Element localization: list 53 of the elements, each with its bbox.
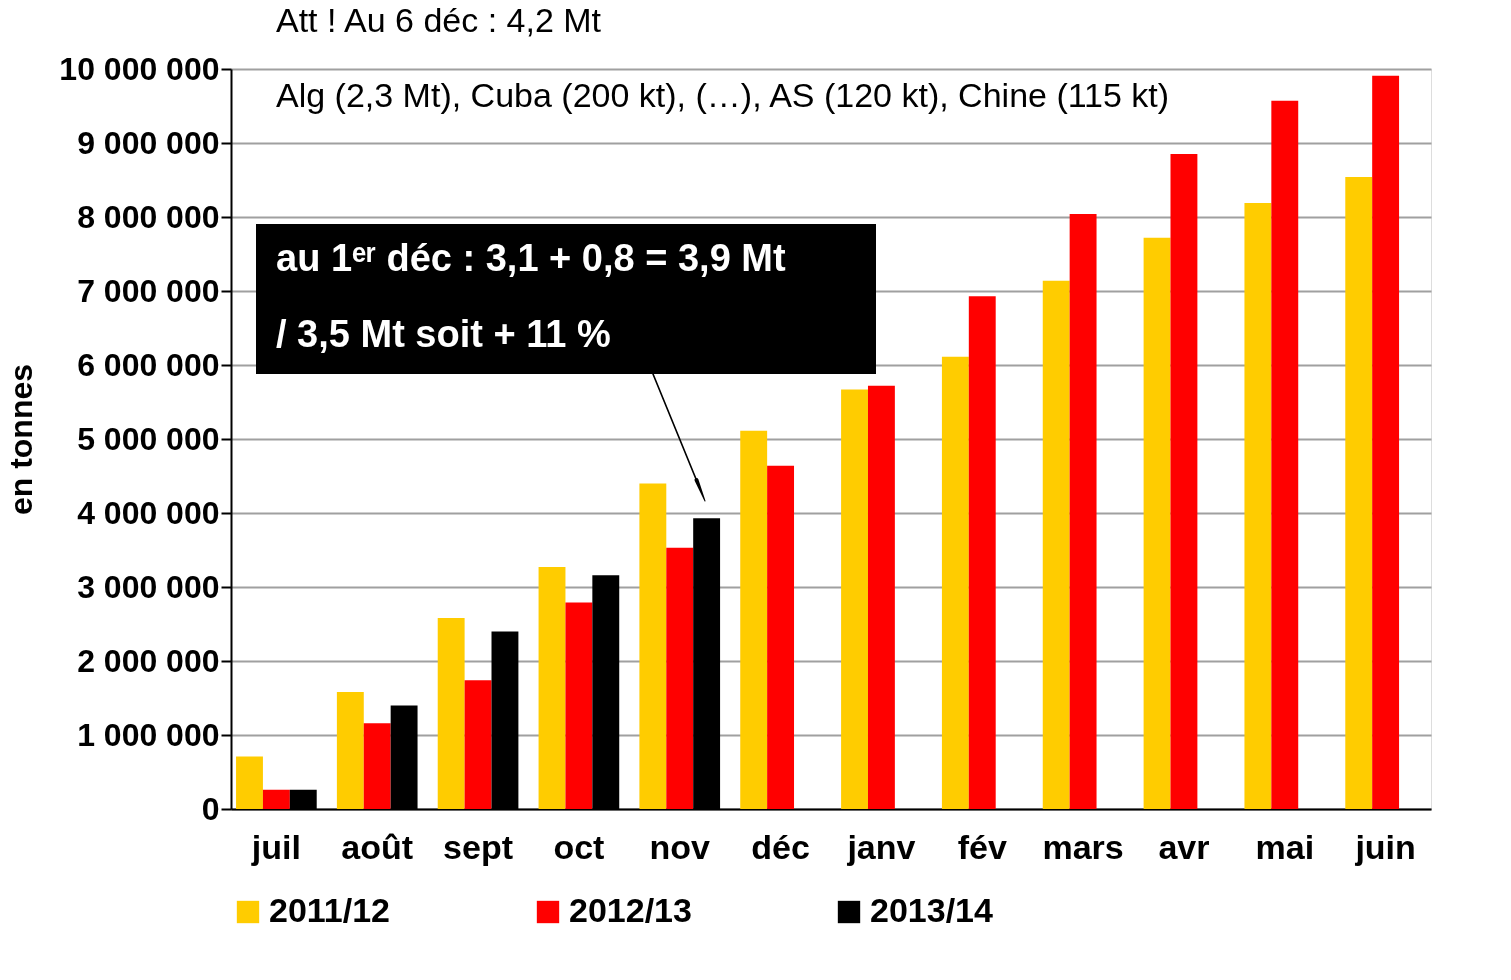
bar — [363, 723, 391, 809]
legend-label: 2012/13 — [569, 891, 692, 929]
chart-title: Att ! Au 6 déc : 4,2 Mt — [276, 1, 602, 39]
bar — [841, 389, 868, 809]
y-tick-label: 2 000 000 — [77, 642, 220, 679]
bar — [1345, 177, 1373, 809]
y-tick-label: 0 — [201, 790, 220, 827]
bar — [538, 567, 566, 809]
y-tick-label: 1 000 000 — [77, 716, 220, 753]
y-tick-label: 8 000 000 — [77, 198, 220, 235]
x-tick-label: mars — [1042, 827, 1124, 866]
y-tick-label: 6 000 000 — [77, 346, 220, 383]
chart-subtitle: Alg (2,3 Mt), Cuba (200 kt), (…), AS (120 kt), Chine (115 kt) — [276, 76, 1170, 114]
bar — [968, 296, 996, 809]
y-tick-label: 5 000 000 — [77, 420, 220, 457]
bar — [767, 465, 795, 809]
bar — [666, 547, 694, 809]
x-tick-label: fév — [957, 827, 1007, 866]
bar — [941, 356, 969, 809]
bar — [1069, 214, 1097, 809]
x-tick-label: avr — [1158, 827, 1210, 866]
y-tick-label: 3 000 000 — [77, 568, 220, 605]
x-tick-label: déc — [751, 827, 810, 866]
bar — [262, 789, 290, 809]
bar — [1170, 154, 1198, 809]
bar — [464, 680, 492, 809]
bar — [236, 756, 263, 809]
bar — [437, 618, 465, 809]
x-tick-label: juin — [1354, 827, 1416, 866]
x-tick-label: mai — [1255, 827, 1315, 866]
bar — [565, 602, 593, 809]
bar — [336, 692, 364, 809]
y-tick-label: 7 000 000 — [77, 272, 220, 309]
y-tick-label: 4 000 000 — [77, 494, 220, 531]
bar — [1271, 100, 1299, 809]
x-tick-label: oct — [553, 827, 605, 866]
bar — [867, 385, 895, 809]
bar — [1372, 75, 1400, 809]
x-tick-label: sept — [443, 827, 514, 866]
x-tick-label: juil — [250, 827, 301, 866]
x-tick-label: janv — [846, 827, 916, 866]
y-axis-title: en tonnes — [3, 363, 40, 516]
y-tick-label: 9 000 000 — [77, 124, 220, 161]
bar — [1143, 237, 1171, 809]
x-tick-label: nov — [649, 827, 711, 866]
bar — [1244, 202, 1272, 809]
bar — [1042, 280, 1070, 809]
legend-label: 2011/12 — [269, 891, 391, 929]
x-tick-label: août — [341, 827, 414, 866]
y-tick-label: 10 000 000 — [59, 50, 220, 87]
bar — [740, 430, 768, 809]
annotation: au 1ᵉʳ déc : 3,1 + 0,8 = 3,9 Mt / 3,5 Mt soit + 11 % — [276, 237, 787, 355]
legend-label: 2013/14 — [870, 891, 993, 929]
